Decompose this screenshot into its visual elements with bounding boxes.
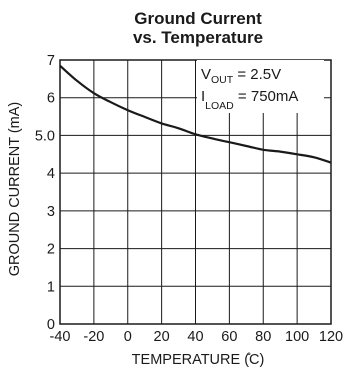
y-tick-label: 4 — [47, 166, 55, 182]
y-tick-label: 6 — [47, 91, 55, 107]
chart-title-line1: Ground Current — [134, 9, 262, 28]
y-tick-label: 0 — [47, 317, 55, 333]
iload-annotation: ILOAD = 750mA — [201, 88, 298, 112]
conditions-annotation: VOUT = 2.5V ILOAD = 750mA — [197, 60, 324, 113]
x-tick-label: 120 — [319, 329, 343, 345]
y-tick-label: 1 — [47, 279, 55, 295]
x-tick-labels: -40 -20 0 20 40 60 80 100 120 — [50, 329, 344, 345]
annotation-box — [197, 60, 324, 113]
x-tick-label: 60 — [221, 329, 237, 345]
chart-title-line2: vs. Temperature — [133, 28, 263, 47]
vout-annotation: VOUT = 2.5V — [201, 66, 281, 86]
x-tick-label: 20 — [154, 329, 170, 345]
y-tick-label: 2 — [47, 242, 55, 258]
plot-frame — [59, 59, 332, 325]
x-axis-label: TEMPERATURE (̊C) — [132, 352, 265, 368]
ground-current-line — [59, 64, 332, 164]
x-tick-label: -40 — [50, 329, 71, 345]
x-tick-label: 0 — [124, 329, 132, 345]
y-tick-label: 5.0 — [35, 128, 55, 144]
x-tick-label: -20 — [83, 329, 104, 345]
x-tick-label: 40 — [187, 329, 203, 345]
y-tick-label: 7 — [47, 53, 55, 69]
y-tick-label: 3 — [47, 204, 55, 220]
y-tick-labels: 0 1 2 3 4 5.0 6 7 — [35, 53, 55, 333]
x-tick-label: 100 — [285, 329, 309, 345]
x-tick-label: 80 — [255, 329, 271, 345]
y-axis-label: GROUND CURRENT (mA) — [7, 102, 23, 277]
